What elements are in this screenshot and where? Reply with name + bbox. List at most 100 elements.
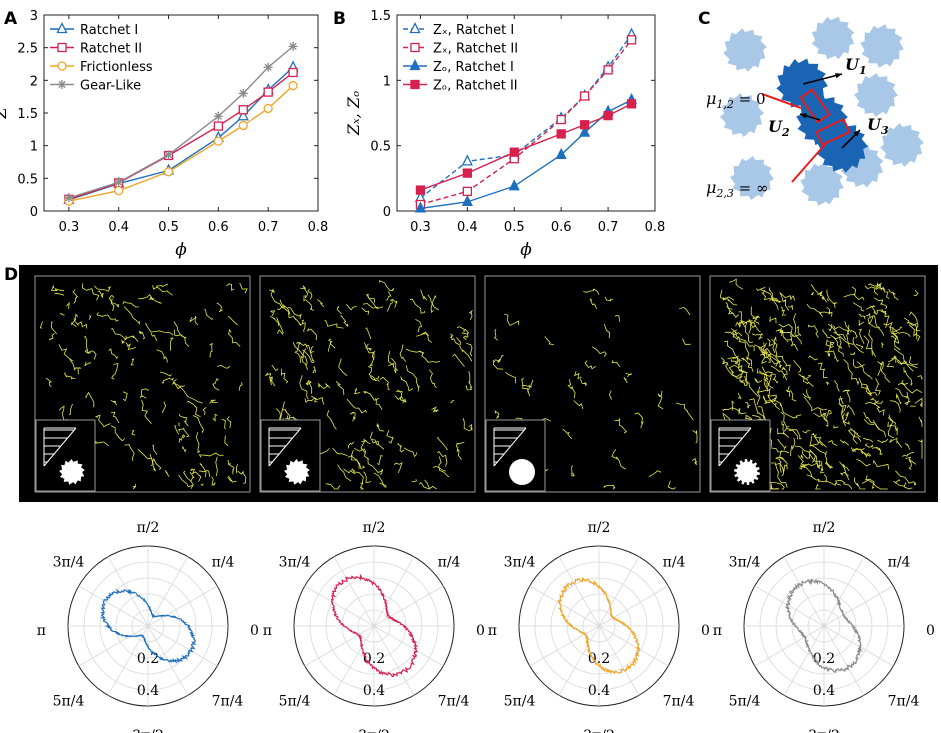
contact-chain: [856, 458, 871, 467]
diagram-c: U1 U2 U3 μ1,2 = 0 μ2,3 = ∞: [706, 16, 924, 206]
polar-grid-spoke: [598, 556, 640, 627]
y-tick-label: 1: [30, 140, 38, 155]
contact-chain: [385, 291, 392, 301]
contact-chain: [450, 400, 455, 403]
inset-profile: [718, 427, 752, 467]
contact-chain: [858, 319, 865, 326]
polar-grid-spoke: [598, 585, 669, 627]
contact-chain: [192, 415, 204, 433]
polar-grid-spoke: [558, 556, 600, 627]
contact-chain: [808, 324, 819, 338]
polar-radial-label: 0.4: [363, 683, 385, 699]
x-tick-label: 0.3: [410, 220, 431, 235]
polar-angle-label: π: [37, 623, 46, 639]
contact-chain: [756, 287, 766, 292]
contact-chain: [811, 432, 819, 443]
contact-chain: [302, 349, 315, 363]
contact-chain: [675, 402, 694, 420]
data-point: [462, 168, 473, 178]
polar-grid-spoke: [373, 625, 415, 696]
contact-chain: [763, 373, 769, 390]
contact-chain: [68, 403, 73, 415]
legend-label: Gear-Like: [80, 79, 141, 94]
polar-grid-spoke: [598, 625, 669, 667]
legend-marker: [56, 22, 68, 34]
data-point: [213, 136, 224, 146]
contact-chain: [324, 319, 344, 329]
contact-chain: [216, 364, 231, 369]
contact-chain: [141, 399, 152, 424]
particle-light: [854, 73, 898, 117]
contact-chain: [318, 383, 331, 389]
x-axis-label: ϕ: [520, 240, 532, 260]
contact-chain: [340, 315, 349, 328]
contact-chain: [796, 325, 802, 337]
contact-chain: [362, 303, 384, 309]
polar-angle-label: π/2: [363, 520, 386, 536]
contact-chain: [132, 483, 137, 490]
contact-chain: [766, 480, 785, 490]
contact-chain: [124, 444, 135, 461]
contact-chain: [138, 293, 155, 300]
contact-chain: [762, 372, 777, 377]
chart-a-plot: 0.3 0.4 0.5 0.6 0.7 0.8 0 0.5 1 1.5 2 2.5 3 ϕ Z Ratchet…: [0, 9, 328, 260]
contact-chain: [93, 285, 112, 292]
contact-chain: [436, 437, 449, 451]
contact-chain: [806, 303, 818, 313]
contact-chain: [326, 410, 337, 430]
contact-chain: [808, 355, 818, 361]
contact-chain: [754, 377, 762, 384]
legend-marker: [409, 59, 421, 71]
polar-plots: 0 π/4 π/2 3π/4 π 5π/4 3π/2 7π/4 0.2 0.4 0 π/4 π/2 3π/…: [37, 520, 935, 733]
contact-chain: [869, 315, 885, 336]
contact-chain: [827, 323, 846, 340]
contact-chain: [761, 289, 778, 303]
contact-chain: [409, 298, 426, 314]
contact-chain: [494, 410, 500, 419]
polar-radial-label: 0.4: [137, 683, 159, 699]
contact-chain: [775, 458, 785, 473]
polar-series-curve: [330, 573, 418, 678]
contact-chain: [729, 278, 744, 290]
contact-chain: [752, 333, 764, 341]
contact-chain: [767, 394, 777, 402]
contact-chain: [749, 398, 765, 422]
contact-chain: [813, 434, 827, 448]
contact-chain: [394, 461, 403, 474]
contact-chain: [719, 289, 735, 301]
contact-chain: [847, 429, 862, 442]
contact-chain: [780, 292, 795, 301]
contact-chain: [739, 380, 748, 386]
contact-chain: [59, 312, 65, 316]
polar-angle-label: 3π/4: [279, 554, 311, 570]
contact-chain: [879, 282, 886, 291]
legend-marker: [410, 79, 420, 90]
contact-chain: [895, 426, 898, 436]
particle-light: [730, 156, 774, 200]
polar-angle-label: 5π/4: [729, 694, 761, 710]
polar-grid-spoke: [754, 625, 825, 667]
contact-chain: [611, 448, 626, 470]
contact-chain: [216, 302, 224, 313]
contact-chain: [110, 328, 127, 340]
contact-chain: [775, 456, 788, 470]
contact-chain: [178, 427, 190, 438]
contact-chain: [379, 376, 390, 390]
data-point: [603, 65, 613, 75]
contact-chain: [730, 359, 740, 367]
label-mu23: μ2,3 = ∞: [706, 178, 769, 200]
contact-chain: [39, 321, 43, 329]
velocity-arrow-2-head: [800, 113, 807, 119]
polar-angle-label: π: [263, 623, 272, 639]
contact-chain: [190, 468, 202, 482]
contact-chain: [365, 294, 378, 310]
contact-chain: [199, 463, 207, 478]
network-panels: [34, 275, 926, 493]
contact-chain: [851, 286, 865, 301]
contact-chain: [521, 384, 531, 397]
polar-angle-label: π/4: [212, 554, 235, 570]
contact-chain: [819, 409, 828, 422]
contact-chain: [767, 395, 780, 410]
contact-chain: [850, 427, 861, 438]
